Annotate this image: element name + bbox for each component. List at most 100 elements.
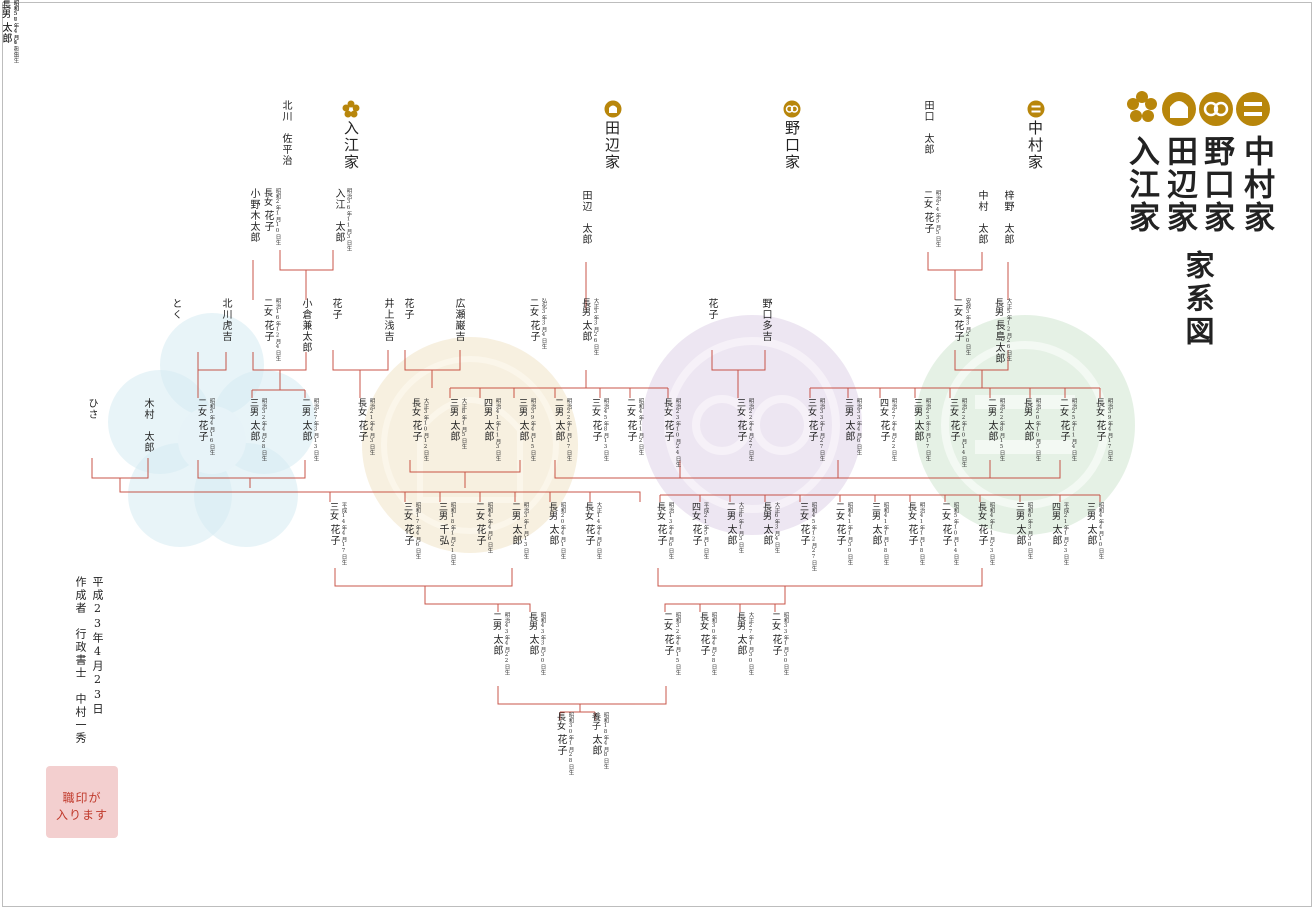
birth-date: 大正5年12月26日生: [1005, 298, 1012, 361]
birth-date: 大正6年3月4日生: [773, 502, 780, 553]
person-name: 花子: [940, 524, 951, 546]
birth-date: 明治45年8月13日生: [602, 398, 609, 461]
birth-date: 平成21年1月23日生: [1062, 502, 1069, 565]
family-label-nakamura: 中村家: [1026, 120, 1044, 171]
birth-date: 明治22年1月17日生: [565, 398, 572, 461]
birth-date: 弘化3年3月4日生: [540, 298, 547, 349]
person-name: 太郎: [248, 420, 259, 442]
person-name: 花子: [655, 524, 666, 546]
person-name: 花子: [402, 524, 413, 546]
author: 作成者 行政書士 中村一秀: [74, 576, 87, 745]
relation-label: 二男: [553, 398, 563, 416]
relation-label: 二女: [922, 190, 932, 208]
watermark-tanabe-icon: [362, 337, 578, 553]
relation-label: 長男: [580, 298, 590, 316]
person-name: 花子: [952, 320, 963, 342]
birth-date: 明治32年4月28日生: [260, 398, 267, 461]
person-name: 花子: [834, 524, 845, 546]
relation-label: 三男: [870, 502, 880, 520]
person-name: 野口多吉: [760, 298, 771, 342]
birth-date: 大正6年1月3日生: [737, 502, 744, 553]
birth-date: 明治22年4月27日生: [747, 398, 754, 461]
relation-label: 二女: [770, 612, 780, 630]
person-name: 花子: [706, 298, 717, 320]
relation-label: 長女: [906, 502, 916, 520]
title-suffix: 家系図: [1181, 250, 1215, 349]
person-name: 太郎: [1050, 524, 1061, 546]
relation-label: 二女: [196, 398, 206, 416]
crest-noguchi-icon: [783, 100, 801, 122]
birth-date: 明治39年4月17日生: [1106, 398, 1113, 461]
seal-text-2: 入ります: [55, 808, 108, 822]
relation-label: 長女: [583, 502, 593, 520]
person-name: 太郎: [912, 420, 923, 442]
birth-date: 昭和4年4月10日生: [1097, 502, 1104, 559]
relation-label: 長男: [993, 298, 1003, 316]
birth-date: 明治20年10月3日生: [1034, 398, 1041, 461]
relation-label: 二女: [834, 502, 844, 520]
relation-label: 長女: [698, 612, 708, 630]
person-name: 花子: [196, 420, 207, 442]
person-name: 花子: [330, 298, 341, 320]
birth-date: 昭和57年4月6日生: [12, 0, 19, 57]
person-name: 花子: [590, 420, 601, 442]
person-name: 太郎: [527, 634, 538, 656]
relation-label: 長女: [262, 188, 272, 206]
birth-date: 昭和56年4月13日生: [12, 0, 19, 63]
relation-label: 四女: [878, 398, 888, 416]
person-name: 花子: [262, 210, 273, 232]
relation-label: 長男: [547, 502, 557, 520]
relation-label: 二男: [491, 612, 501, 630]
birth-date: 安政3年3月20日生: [964, 298, 971, 355]
person-name: 太郎: [1022, 420, 1033, 442]
person-name: 太郎: [482, 420, 493, 442]
birth-date: 昭和2年1月10日生: [274, 188, 281, 245]
person-name: 太郎: [300, 420, 311, 442]
birth-date: 大正3年10月12日生: [422, 398, 429, 461]
relation-label: 長女: [976, 502, 986, 520]
relation-label: 三女: [806, 398, 816, 416]
person-name: 入江 太郎: [333, 188, 344, 243]
birth-date: 大正27年1月30日生: [747, 612, 754, 675]
relation-label: 二女: [262, 298, 272, 316]
relation-label: 二男: [725, 502, 735, 520]
birth-date: 明治41年1月18日生: [918, 502, 925, 565]
person-name: 太郎: [580, 320, 591, 342]
person-name: 花子: [806, 420, 817, 442]
birth-date: 明治33年1月27日生: [818, 398, 825, 461]
relation-label: 二女: [1058, 398, 1068, 416]
relation-label: 二男: [510, 502, 520, 520]
birth-date: 昭和32年4月15日生: [674, 612, 681, 675]
birth-date: 昭和20年4月1日生: [559, 502, 566, 559]
official-seal-placeholder: 職印が 入ります: [46, 766, 118, 838]
birth-date: 明治36年11月3日生: [345, 188, 352, 251]
person-name: 太郎: [0, 22, 11, 44]
relation-label: 長女: [662, 398, 672, 416]
birth-date: 明治21年4月3日生: [368, 398, 375, 455]
seal-text-1: 職印が: [62, 791, 102, 805]
relation-label: 三男: [843, 398, 853, 416]
birth-date: 明治41年11月3日生: [494, 398, 501, 461]
person-name: 花子: [948, 420, 959, 442]
person-name: 花子: [878, 420, 889, 442]
person-name: 花子: [328, 524, 339, 546]
person-name: 太郎: [1014, 524, 1025, 546]
relation-label: 四男: [1050, 502, 1060, 520]
birth-date: 明治27年4月22日生: [890, 398, 897, 461]
birth-date: 明治24年5月5日生: [934, 190, 941, 247]
relation-label: 三女: [590, 398, 600, 416]
birth-date: 大正14年4月8日生: [595, 502, 602, 559]
relation-label: 長女: [410, 398, 420, 416]
person-name: とく: [170, 298, 181, 320]
person-name: 花子: [1058, 420, 1069, 442]
birth-date: 明治22年8月15日生: [998, 398, 1005, 461]
relation-label: 長男: [527, 612, 537, 630]
person-name: 花子: [555, 734, 566, 756]
relation-label: 二男: [0, 0, 10, 18]
birth-date: 昭和18年1月21日生: [449, 502, 456, 565]
person-name: 太郎: [0, 22, 11, 44]
relation-label: 長男: [735, 612, 745, 630]
title-crests: [1125, 90, 1273, 132]
person-name: 井上浅吉: [382, 298, 393, 342]
birth-date: 昭和41年1月18日生: [882, 502, 889, 565]
